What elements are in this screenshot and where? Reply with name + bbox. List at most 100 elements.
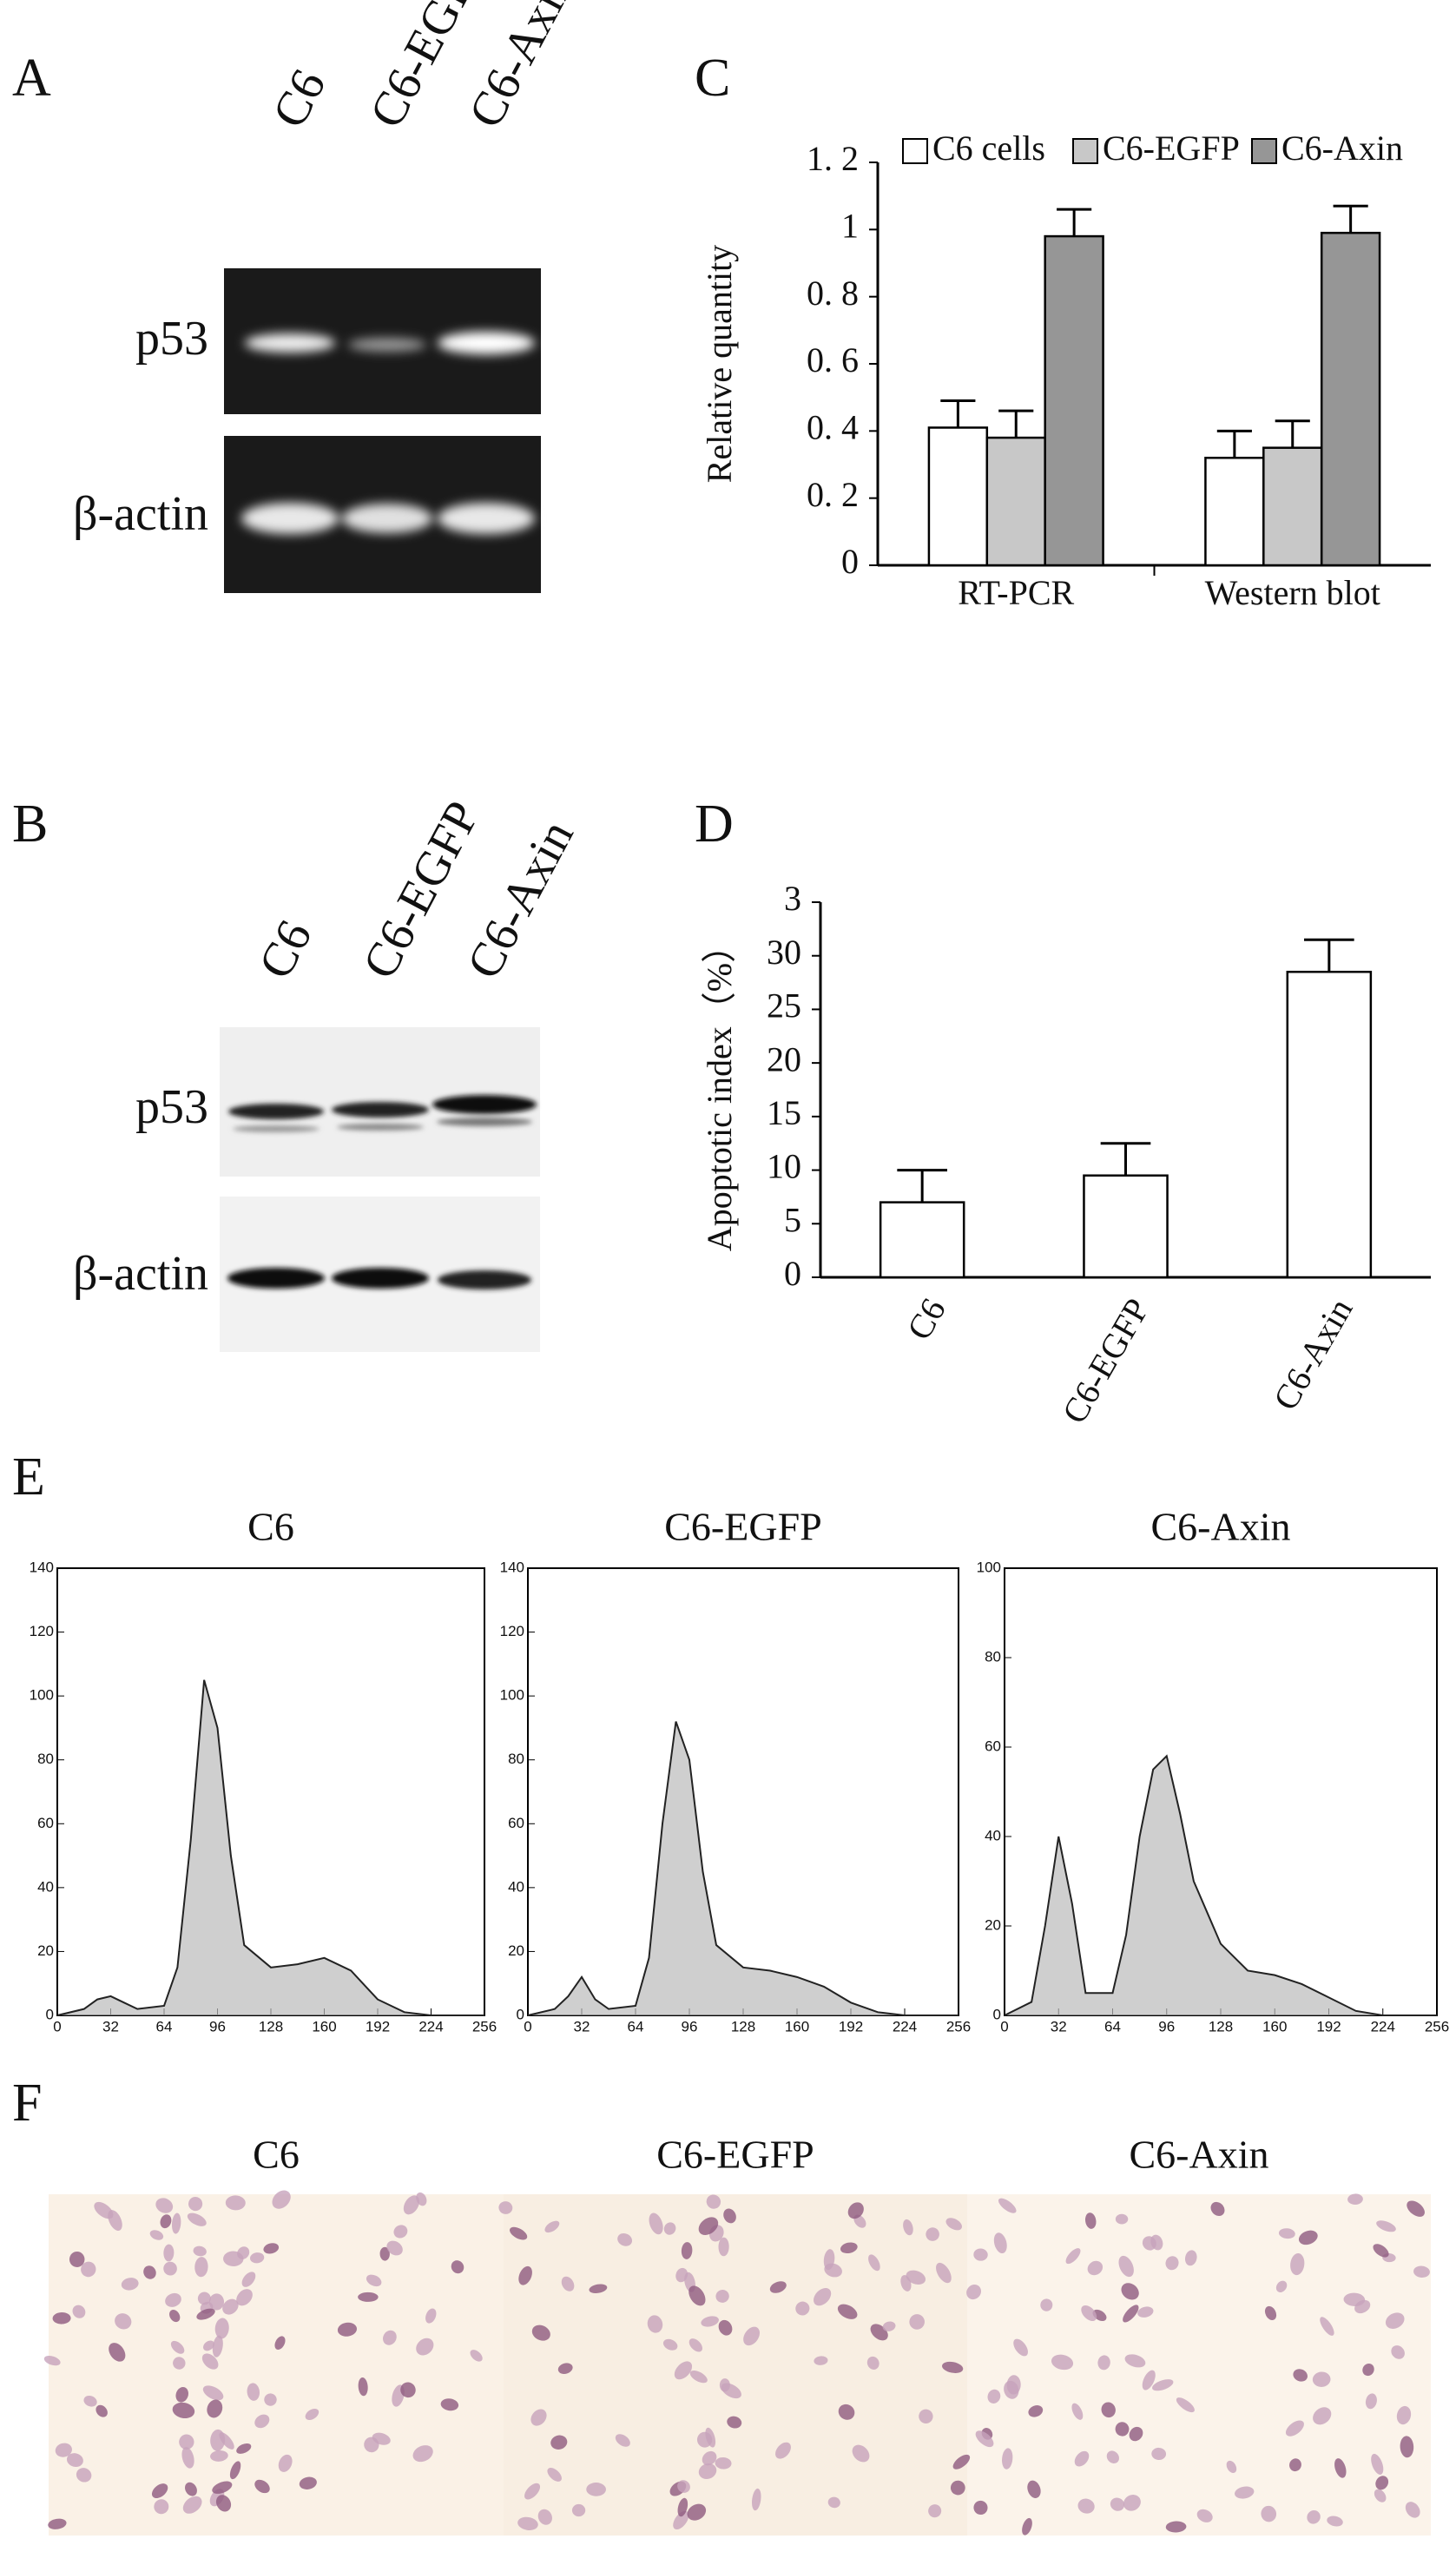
cell <box>1142 2370 1156 2390</box>
cell <box>530 2409 547 2426</box>
cell <box>263 2243 280 2254</box>
cell <box>673 2510 689 2530</box>
cell <box>544 2220 560 2233</box>
cell <box>202 2385 224 2401</box>
y-tick-label: 0. 2 <box>807 475 859 514</box>
cell <box>705 2427 716 2448</box>
cell <box>677 2480 690 2493</box>
legend-swatch <box>1072 138 1098 164</box>
bar <box>985 436 1046 567</box>
y-tick-label: 5 <box>784 1200 801 1239</box>
cell <box>393 2225 408 2239</box>
cell <box>214 2318 229 2339</box>
x-tick-label: 192 <box>366 2018 390 2034</box>
cell <box>1084 2212 1097 2229</box>
cell <box>1137 2306 1154 2318</box>
cell <box>1347 2193 1363 2205</box>
cell <box>264 2393 277 2406</box>
x-tick-label: Western blot <box>1205 573 1380 612</box>
cell <box>1275 2280 1288 2292</box>
cell <box>1334 2458 1347 2478</box>
cell <box>212 2335 223 2357</box>
y-tick-label: 0 <box>46 2006 54 2022</box>
x-tick-label: 64 <box>628 2018 644 2034</box>
x-tick-label: 192 <box>1316 2018 1341 2034</box>
cell <box>1285 2420 1304 2437</box>
cell <box>882 2321 896 2331</box>
cell <box>868 2254 880 2272</box>
x-tick-label: 96 <box>1158 2018 1175 2034</box>
plot-frame <box>527 1567 959 2016</box>
y-axis-label: Relative quantity <box>700 245 739 483</box>
cell <box>1118 2255 1134 2278</box>
x-tick-label: 128 <box>731 2018 755 2034</box>
y-tick-label: 100 <box>500 1687 524 1704</box>
x-tick-label: C6-Axin <box>1266 1292 1360 1417</box>
x-tick-label: 64 <box>156 2018 173 2034</box>
cell <box>1040 2298 1053 2311</box>
cell <box>379 2246 390 2261</box>
cell <box>151 2483 168 2499</box>
cell <box>182 2496 202 2514</box>
cell <box>1376 2220 1396 2232</box>
panel-label: E <box>12 1447 45 1507</box>
cell <box>557 2363 573 2375</box>
y-tick-label: 120 <box>500 1623 524 1639</box>
cell <box>1176 2397 1195 2413</box>
cell <box>173 2357 186 2370</box>
cell <box>1087 2260 1104 2276</box>
y-tick-label: 40 <box>985 1827 1001 1843</box>
cell <box>1407 2200 1425 2217</box>
cell <box>1165 2256 1179 2271</box>
bands <box>227 1095 537 1289</box>
image-title: C6-EGFP <box>656 2133 814 2177</box>
y-tick-label: 100 <box>30 1687 54 1704</box>
cell <box>207 2399 223 2418</box>
cell <box>517 2516 538 2530</box>
cell <box>586 2483 606 2496</box>
cell <box>197 2292 211 2305</box>
cell <box>149 2230 164 2240</box>
cell <box>677 2497 688 2517</box>
area-fill <box>528 1721 959 2015</box>
cell <box>1051 2354 1074 2371</box>
cell <box>973 2248 988 2261</box>
cell <box>236 2443 252 2454</box>
cell <box>121 2278 139 2291</box>
legend-label: C6-Axin <box>1281 129 1403 168</box>
cell <box>1115 2422 1130 2437</box>
cell <box>155 2198 174 2213</box>
cell <box>72 2305 86 2318</box>
micrographs <box>43 2190 1431 2536</box>
cell <box>412 2445 433 2463</box>
cell <box>163 2261 177 2276</box>
x-tick-label: C6 <box>899 1292 953 1347</box>
cell <box>928 2504 942 2518</box>
cell <box>236 2289 253 2306</box>
cell <box>688 2338 703 2352</box>
cell <box>1004 2380 1019 2399</box>
x-tick-label: 32 <box>574 2018 590 2034</box>
cell <box>154 2499 169 2515</box>
cell <box>1343 2292 1366 2306</box>
lane-label: C6 <box>262 61 336 136</box>
cell <box>196 2308 215 2320</box>
chart-title: C6-EGFP <box>664 1505 821 1549</box>
cell <box>76 2468 92 2483</box>
cell <box>547 2468 562 2482</box>
y-tick-label: 20 <box>985 1916 1001 1933</box>
y-tick-label: 20 <box>767 1039 801 1078</box>
panel-label: F <box>12 2074 42 2133</box>
x-tick-label: 256 <box>472 2018 497 2034</box>
cell <box>1391 2345 1405 2359</box>
x-tick-label: 224 <box>1371 2018 1395 2034</box>
cell <box>225 2195 246 2211</box>
cell <box>188 2197 203 2212</box>
x-tick-label: 0 <box>53 2018 61 2034</box>
cell <box>237 2246 250 2259</box>
cell <box>840 2242 858 2254</box>
cell <box>615 2434 630 2447</box>
cell <box>1320 2317 1334 2336</box>
cell <box>451 2260 464 2274</box>
lane-label: C6-Axin <box>458 0 586 136</box>
